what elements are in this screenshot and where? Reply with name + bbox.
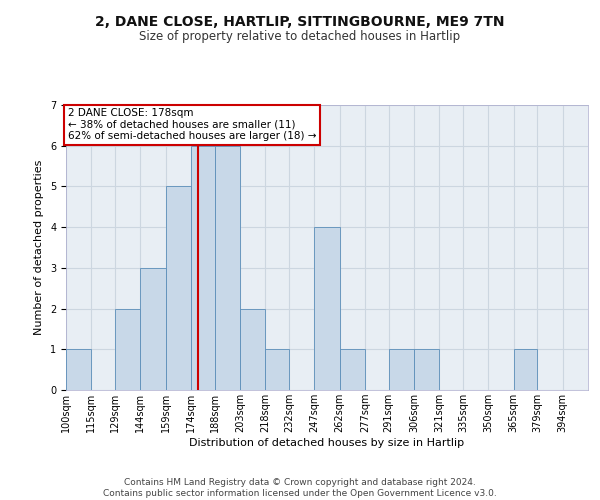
Text: Size of property relative to detached houses in Hartlip: Size of property relative to detached ho… — [139, 30, 461, 43]
Bar — [240, 308, 265, 390]
Text: 2 DANE CLOSE: 178sqm
← 38% of detached houses are smaller (11)
62% of semi-detac: 2 DANE CLOSE: 178sqm ← 38% of detached h… — [68, 108, 316, 142]
Bar — [314, 227, 340, 390]
Bar — [166, 186, 191, 390]
Bar — [115, 308, 140, 390]
Bar — [514, 350, 538, 390]
Text: 2, DANE CLOSE, HARTLIP, SITTINGBOURNE, ME9 7TN: 2, DANE CLOSE, HARTLIP, SITTINGBOURNE, M… — [95, 15, 505, 29]
Bar — [265, 350, 289, 390]
X-axis label: Distribution of detached houses by size in Hartlip: Distribution of detached houses by size … — [190, 438, 464, 448]
Bar — [389, 350, 414, 390]
Y-axis label: Number of detached properties: Number of detached properties — [34, 160, 44, 335]
Bar — [140, 268, 166, 390]
Bar — [66, 350, 91, 390]
Bar — [414, 350, 439, 390]
Bar — [191, 146, 215, 390]
Bar — [215, 146, 240, 390]
Text: Contains HM Land Registry data © Crown copyright and database right 2024.
Contai: Contains HM Land Registry data © Crown c… — [103, 478, 497, 498]
Bar — [340, 350, 365, 390]
